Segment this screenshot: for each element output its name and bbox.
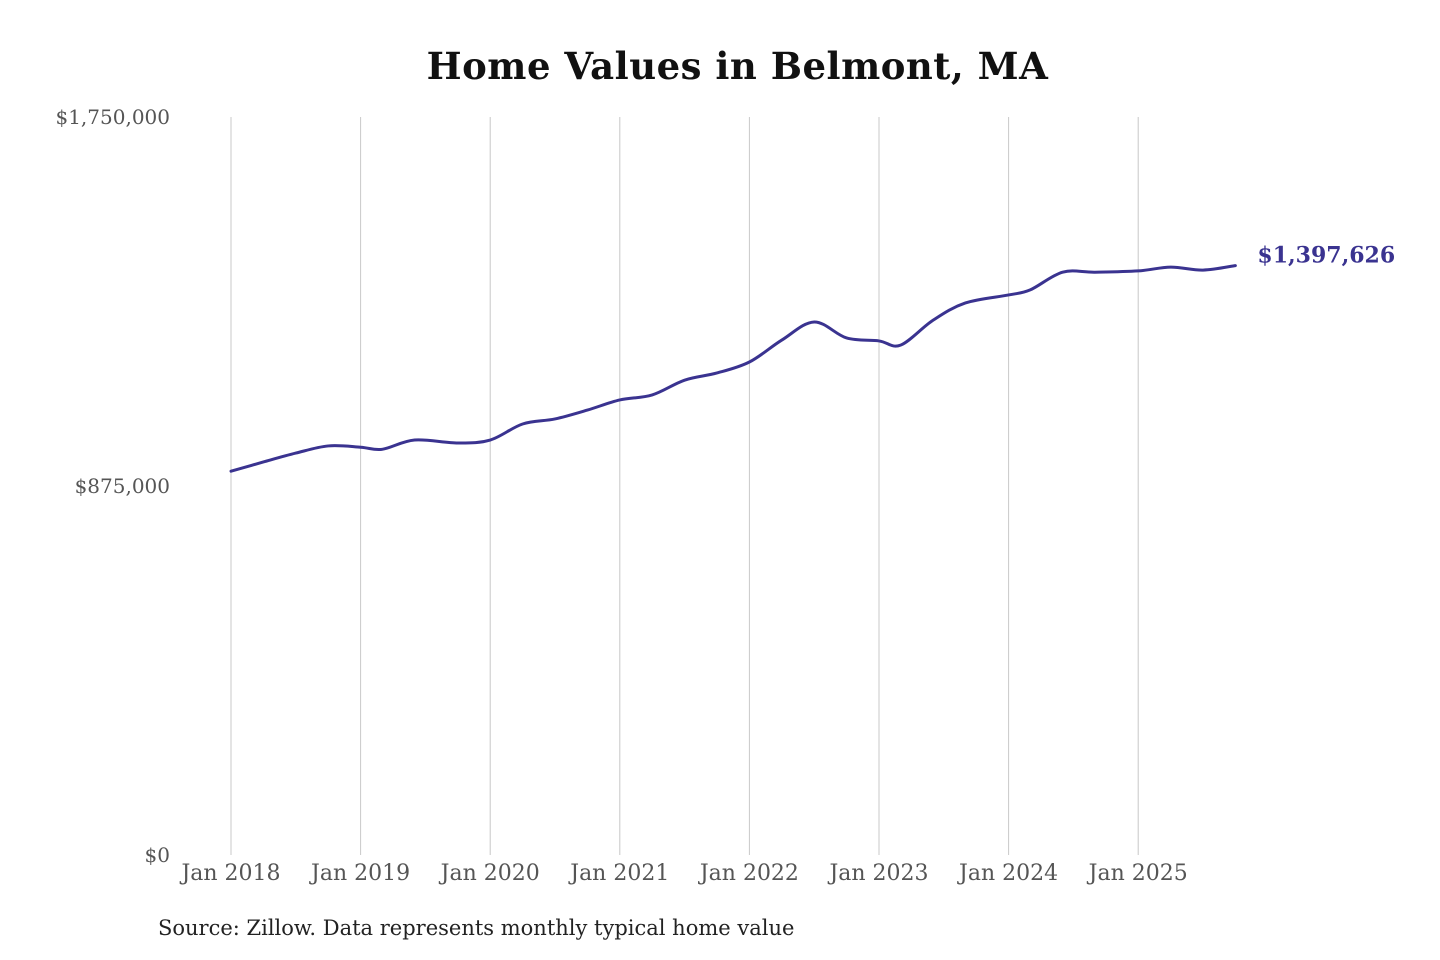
y-tick-label: $0 <box>145 843 170 867</box>
end-value-label: $1,397,626 <box>1257 243 1395 269</box>
x-tick-label: Jan 2021 <box>568 861 669 886</box>
x-tick-label: Jan 2020 <box>439 861 540 886</box>
chart-title: Home Values in Belmont, MA <box>426 44 1049 88</box>
y-tick-label: $1,750,000 <box>55 105 170 129</box>
x-tick-label: Jan 2018 <box>179 861 280 886</box>
x-tick-label: Jan 2024 <box>957 861 1058 886</box>
x-tick-label: Jan 2019 <box>309 861 410 886</box>
x-tick-label: Jan 2025 <box>1087 861 1188 886</box>
x-tick-label: Jan 2023 <box>827 861 928 886</box>
y-tick-label: $875,000 <box>75 474 170 498</box>
series-line <box>229 264 1237 473</box>
source-note: Source: Zillow. Data represents monthly … <box>158 916 795 940</box>
x-tick-label: Jan 2022 <box>698 861 799 886</box>
